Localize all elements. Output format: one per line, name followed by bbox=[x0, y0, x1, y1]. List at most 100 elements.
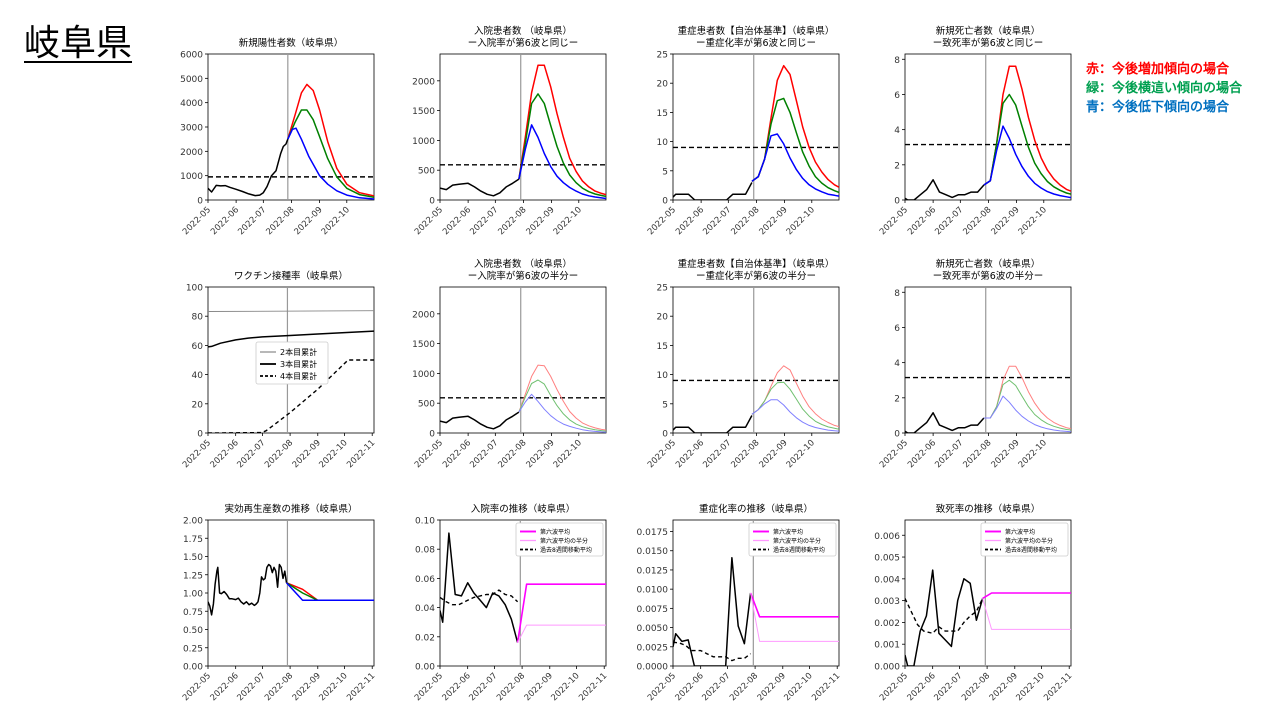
y-tick-label: 0.006 bbox=[874, 532, 900, 542]
series-actual-line bbox=[208, 563, 288, 616]
x-tick-label: 2022-10 bbox=[317, 671, 349, 703]
plot-frame bbox=[904, 53, 1072, 201]
x-tick-label: 2022-08 bbox=[263, 438, 295, 470]
x-tick-label: 2022-11 bbox=[1042, 671, 1074, 703]
series-blue-line bbox=[983, 125, 1071, 199]
scenario-legend-flat: 緑：今後横這い傾向の場合 bbox=[1086, 81, 1243, 96]
plot-frame bbox=[672, 519, 840, 667]
y-tick-label: 0.02 bbox=[415, 633, 435, 643]
chart-title: 重症患者数【自治体基準】（岐阜県） bbox=[678, 258, 835, 270]
y-tick-label: 15 bbox=[657, 342, 668, 352]
chart-severity-rate: 重症化率の推移（岐阜県） 0.0000 0.0025 0.0050 0.0075 0.01… bbox=[637, 503, 843, 703]
x-tick-label: 2022-07 bbox=[700, 671, 732, 703]
x-tick-label: 2022-10 bbox=[552, 438, 584, 470]
prefecture-title: 岐阜県 bbox=[24, 23, 133, 64]
x-tick-label: 2022-07 bbox=[701, 205, 733, 237]
y-tick-label: 0.005 bbox=[874, 554, 900, 564]
series-blue_light-line bbox=[751, 399, 839, 432]
x-tick-label: 2022-06 bbox=[209, 205, 241, 237]
x-tick-label: 2022-05 bbox=[878, 438, 910, 470]
y-tick-label: 0.000 bbox=[874, 663, 900, 673]
chart-severe-same: 重症患者数【自治体基準】（岐阜県）ー重症化率が第6波と同じー 0 5 10 15 20 25… bbox=[646, 25, 840, 237]
series-green-line bbox=[983, 93, 1071, 195]
y-tick-label: 8 bbox=[894, 289, 900, 299]
series-magenta-line bbox=[749, 592, 839, 618]
x-tick-label: 2022-11 bbox=[577, 671, 609, 703]
x-tick-label: 2022-08 bbox=[728, 671, 760, 703]
y-tick-label: 0.06 bbox=[415, 575, 435, 585]
x-tick-label: 2022-06 bbox=[209, 438, 241, 470]
series-blue-line bbox=[287, 127, 374, 200]
legend-label: 2本目累計 bbox=[280, 347, 317, 357]
chart-deaths-same: 新規死亡者数（岐阜県）ー致死率が第6波と同じー024682022-052022-… bbox=[878, 25, 1072, 237]
x-tick-label: 2022-07 bbox=[932, 671, 964, 703]
x-tick-label: 2022-05 bbox=[181, 438, 213, 470]
legend-label: 第六波平均 bbox=[773, 528, 803, 536]
chart-title: 入院患者数 （岐阜県） bbox=[474, 258, 572, 270]
y-tick-label: 0.10 bbox=[415, 517, 435, 527]
x-tick-label: 2022-09 bbox=[758, 205, 790, 237]
x-tick-label: 2022-11 bbox=[810, 671, 842, 703]
x-tick-label: 2022-07 bbox=[933, 205, 965, 237]
x-tick-label: 2022-05 bbox=[413, 671, 445, 703]
y-tick-label: 0.00 bbox=[415, 663, 435, 673]
scenario-legend-decrease: 青：今後低下傾向の場合 bbox=[1086, 100, 1230, 115]
x-tick-label: 2022-05 bbox=[646, 205, 678, 237]
y-tick-label: 1500 bbox=[412, 107, 435, 117]
x-tick-label: 2022-09 bbox=[525, 438, 557, 470]
x-tick-label: 2022-09 bbox=[756, 671, 788, 703]
x-tick-label: 2022-07 bbox=[235, 438, 267, 470]
y-tick-label: 10 bbox=[657, 138, 669, 148]
legend-label: 過去8週間移動平均 bbox=[540, 546, 592, 554]
x-tick-label: 2022-08 bbox=[961, 438, 993, 470]
series-blue_light-line bbox=[983, 395, 1071, 433]
y-tick-label: 0.0150 bbox=[637, 547, 669, 557]
y-tick-label: 1.75 bbox=[183, 535, 203, 545]
plot-frame bbox=[672, 286, 840, 434]
y-tick-label: 0.004 bbox=[874, 575, 900, 585]
chart-new-cases: 新規陽性者数（岐阜県） 0 1000 2000 3000 4000 5000 6000 2022… bbox=[180, 37, 375, 237]
series-green_light-line bbox=[518, 379, 606, 432]
chart-title: ー致死率が第6波と同じー bbox=[933, 37, 1044, 49]
legend-label: 第六波平均の半分 bbox=[540, 537, 588, 545]
y-tick-label: 0.003 bbox=[874, 597, 900, 607]
series-actual-line bbox=[673, 556, 752, 666]
series-green-line bbox=[518, 93, 606, 198]
chart-title: 新規死亡者数（岐阜県） bbox=[936, 25, 1041, 37]
series-red-line bbox=[518, 64, 606, 196]
x-tick-label: 2022-05 bbox=[646, 438, 678, 470]
series-actual-line bbox=[673, 182, 753, 200]
chart-title: 入院患者数 （岐阜県） bbox=[474, 25, 572, 37]
series-dashed-line bbox=[440, 589, 519, 606]
y-tick-label: 0 bbox=[662, 430, 668, 440]
x-tick-label: 2022-08 bbox=[263, 671, 295, 703]
x-tick-label: 2022-06 bbox=[441, 205, 473, 237]
series-dashed-line bbox=[905, 598, 984, 635]
y-tick-label: 4000 bbox=[180, 99, 203, 109]
series-magenta-line bbox=[516, 583, 606, 643]
series-thin-line bbox=[208, 310, 374, 312]
y-tick-label: 500 bbox=[418, 400, 435, 410]
x-tick-label: 2022-05 bbox=[646, 671, 678, 703]
x-tick-label: 2022-10 bbox=[782, 671, 814, 703]
y-tick-label: 0.0025 bbox=[637, 643, 669, 653]
x-tick-label: 2022-06 bbox=[441, 671, 473, 703]
scenario-legend-increase: 赤：今後増加傾向の場合 bbox=[1086, 62, 1230, 77]
x-tick-label: 2022-11 bbox=[345, 438, 377, 470]
series-actual-line bbox=[905, 412, 985, 433]
x-tick-label: 2022-07 bbox=[467, 671, 499, 703]
y-tick-label: 0.002 bbox=[874, 619, 900, 629]
plot-frame bbox=[672, 53, 840, 201]
legend-label: 4本目累計 bbox=[280, 371, 317, 381]
legend-label: 第六波平均の半分 bbox=[773, 537, 821, 545]
x-tick-label: 2022-07 bbox=[236, 205, 268, 237]
scenario-legend: 赤：今後増加傾向の場合 緑：今後横這い傾向の場合 青：今後低下傾向の場合 bbox=[1086, 60, 1242, 117]
y-tick-label: 2000 bbox=[412, 77, 435, 87]
x-tick-label: 2022-08 bbox=[495, 671, 527, 703]
chart-title: 重症化率の推移（岐阜県） bbox=[699, 503, 813, 515]
x-tick-label: 2022-06 bbox=[674, 438, 706, 470]
y-tick-label: 1000 bbox=[412, 370, 435, 380]
x-tick-label: 2022-08 bbox=[496, 205, 528, 237]
x-tick-label: 2022-09 bbox=[990, 438, 1022, 470]
y-tick-label: 1000 bbox=[412, 137, 435, 147]
